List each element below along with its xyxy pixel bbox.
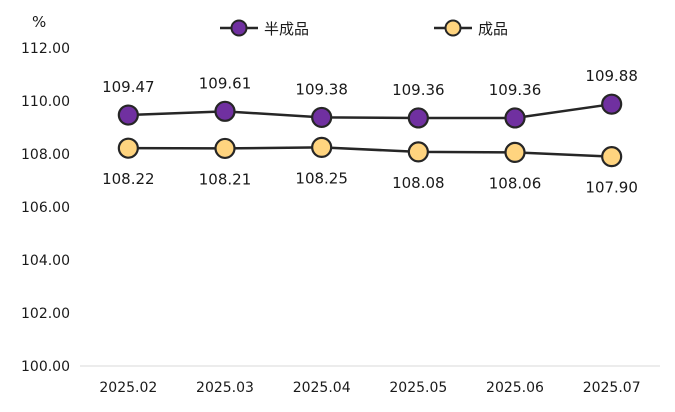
data-label: 108.06 (489, 174, 542, 192)
y-tick-label: 108.00 (21, 147, 70, 163)
data-point (407, 107, 429, 129)
series-line (128, 146, 612, 158)
data-point (117, 137, 139, 159)
y-tick-label: 102.00 (21, 306, 70, 322)
legend-marker (444, 19, 462, 37)
legend-label: 成品 (478, 20, 508, 38)
data-label: 108.22 (102, 170, 155, 188)
data-point (214, 100, 236, 122)
data-label: 108.25 (295, 169, 348, 187)
legend-marker (230, 19, 248, 37)
data-label: 109.88 (585, 67, 638, 85)
x-tick-label: 2025.03 (196, 380, 254, 396)
x-tick-label: 2025.07 (583, 380, 641, 396)
legend-item-1: 半成品 (220, 19, 309, 38)
x-tick-label: 2025.06 (486, 380, 544, 396)
series-line (128, 102, 612, 120)
x-tick-label: 2025.02 (99, 380, 157, 396)
series-1: 109.47 109.61 109.38 109.36 109.36 109.88 (102, 67, 638, 129)
data-point (601, 146, 623, 168)
data-point (311, 136, 333, 158)
y-tick-label: 112.00 (21, 41, 70, 57)
legend-label: 半成品 (264, 20, 309, 38)
y-tick-label: 100.00 (21, 359, 70, 375)
data-point (311, 106, 333, 129)
data-label: 109.47 (102, 78, 155, 96)
y-tick-label: 106.00 (21, 200, 70, 216)
data-point (407, 141, 429, 163)
y-tick-label: 110.00 (21, 94, 70, 110)
data-point (504, 141, 526, 164)
legend-item-2: 成品 (434, 19, 508, 38)
x-axis-tick-labels: 2025.02 2025.03 2025.04 2025.05 2025.06 2025.… (99, 380, 640, 396)
data-point (214, 137, 236, 160)
data-label: 108.08 (392, 174, 445, 192)
x-tick-label: 2025.05 (389, 380, 447, 396)
data-label: 109.61 (199, 74, 252, 92)
data-label: 109.36 (489, 81, 542, 99)
data-point (117, 104, 139, 126)
legend: 半成品 成品 (220, 19, 508, 38)
data-point (601, 93, 623, 115)
y-axis-tick-labels: 100.00 102.00 104.00 106.00 108.00 110.00 112.… (21, 41, 70, 375)
data-label: 107.90 (585, 179, 638, 197)
data-point (504, 107, 526, 129)
data-label: 109.38 (295, 80, 348, 98)
data-label: 108.21 (199, 170, 252, 188)
series-layer: 109.47 109.61 109.38 109.36 109.36 109.88 108.… (102, 67, 638, 196)
data-label: 109.36 (392, 81, 445, 99)
series-2: 108.22 108.21 108.25 108.08 108.06 107.90 (102, 136, 638, 197)
x-tick-label: 2025.04 (293, 380, 351, 396)
y-axis-unit-label: % (32, 13, 46, 31)
y-tick-label: 104.00 (21, 253, 70, 269)
